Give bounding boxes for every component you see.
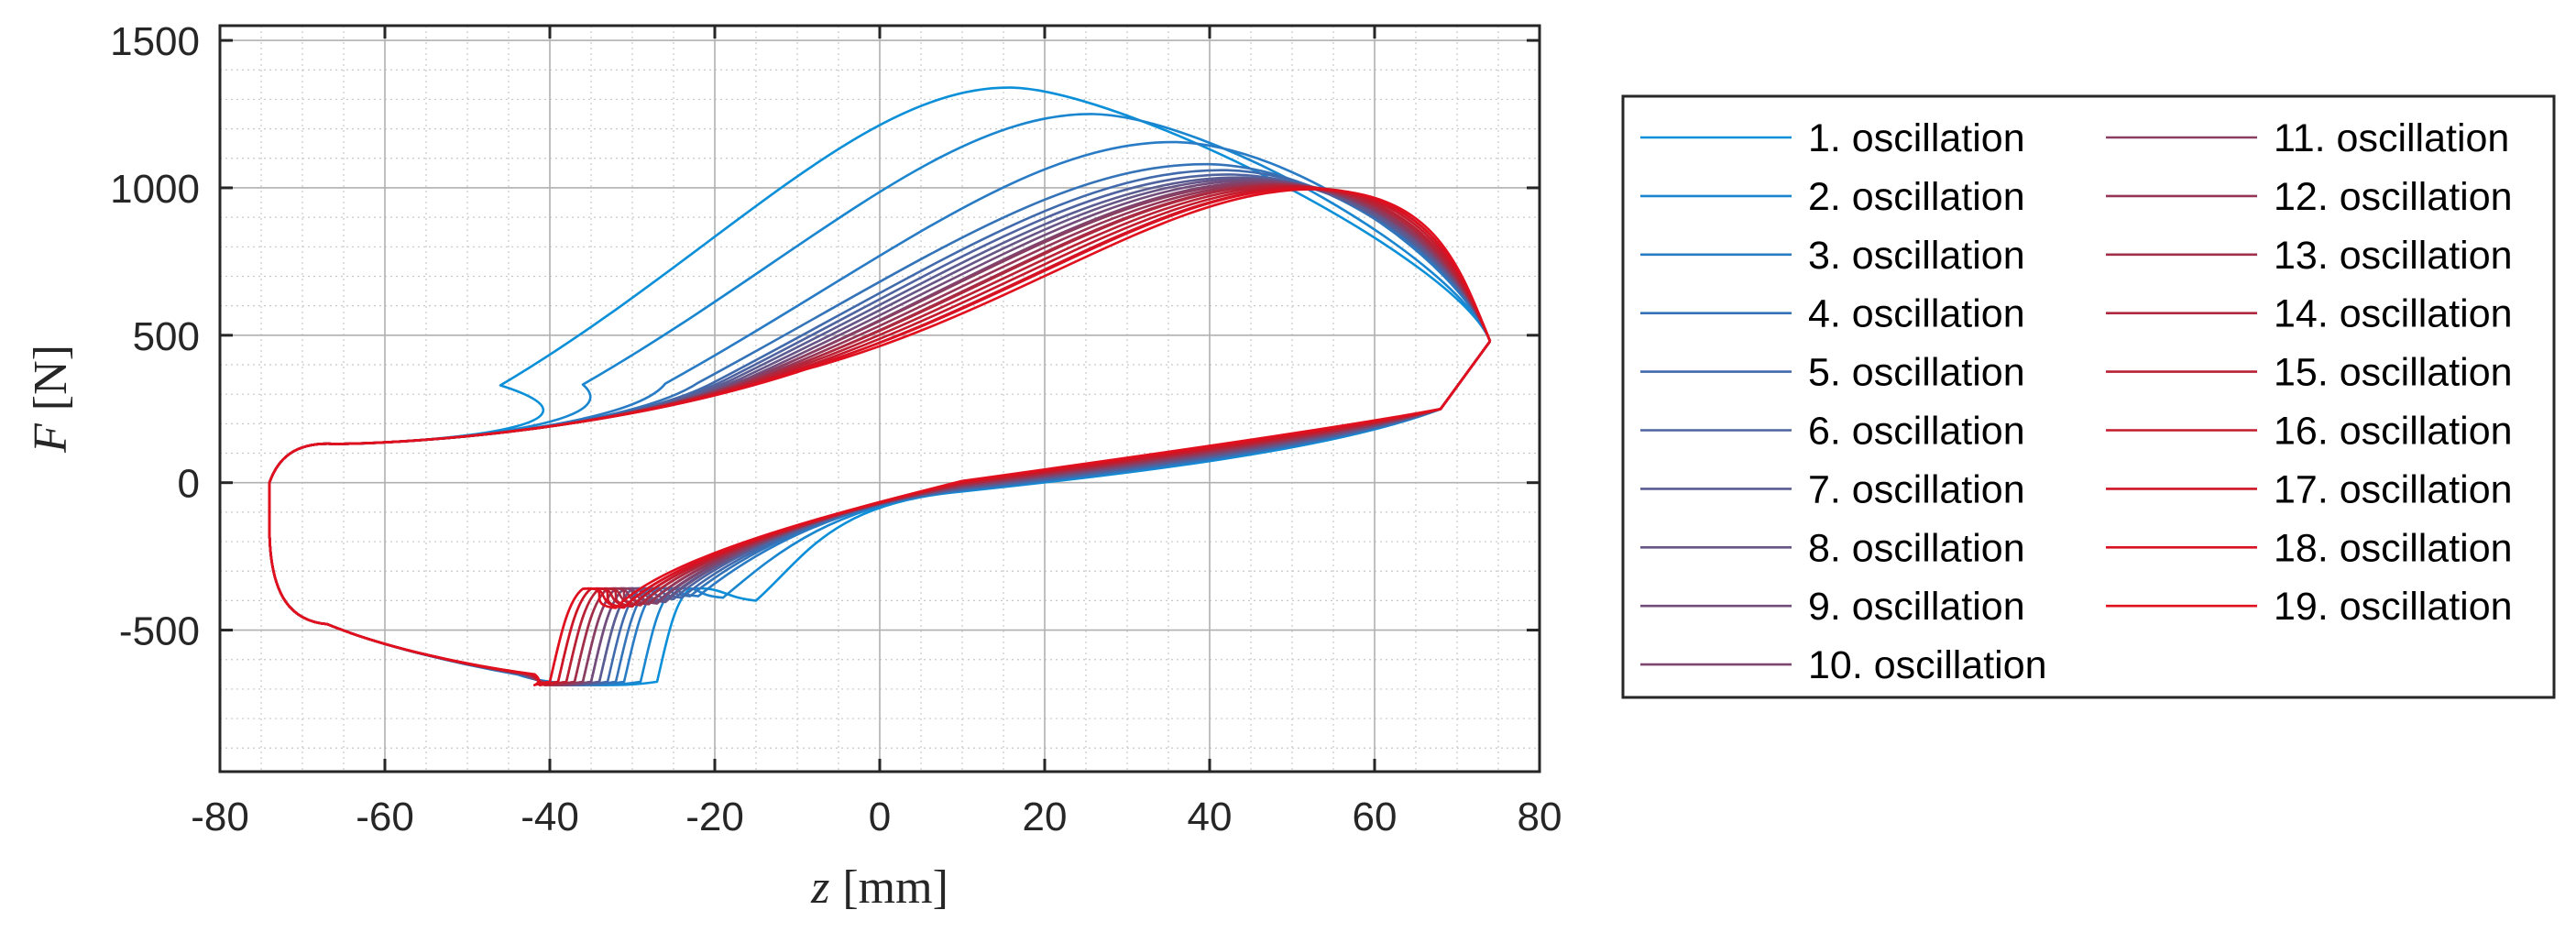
legend-label-15: 15. oscillation: [2274, 351, 2513, 395]
legend-label-5: 5. oscillation: [1808, 351, 2025, 395]
legend-label-18: 18. oscillation: [2274, 526, 2513, 570]
x-tick-label: -20: [685, 795, 744, 839]
y-tick-label: 1000: [110, 167, 200, 212]
x-tick-label: 40: [1188, 795, 1233, 839]
y-tick-label: 1500: [110, 19, 200, 64]
y-tick-label: 500: [133, 314, 200, 359]
plot-area: -80 -60 -40 -20 0 20 40 60 80 -500 0 500 1000 1500: [110, 19, 1562, 839]
x-axis-title: z [mm]: [810, 861, 948, 914]
x-tick-label: 20: [1023, 795, 1068, 839]
legend-label-12: 12. oscillation: [2274, 175, 2513, 219]
legend-label-17: 17. oscillation: [2274, 467, 2513, 511]
y-axis-unit: [N]: [25, 345, 77, 411]
legend-label-11: 11. oscillation: [2274, 116, 2509, 160]
x-axis-ticks: -80 -60 -40 -20 0 20 40 60 80: [191, 26, 1562, 839]
legend-entries: 1. oscillation 2. oscillation 3. oscillati…: [1640, 116, 2513, 687]
legend-label-8: 8. oscillation: [1808, 526, 2025, 570]
y-axis-title: F [N]: [25, 345, 77, 454]
series-line-19: [268, 188, 1492, 686]
y-tick-label: -500: [119, 609, 200, 654]
legend-label-14: 14. oscillation: [2274, 292, 2513, 336]
legend-label-7: 7. oscillation: [1808, 467, 2025, 511]
x-tick-label: -60: [356, 795, 414, 839]
legend-label-10: 10. oscillation: [1808, 643, 2047, 687]
legend-label-2: 2. oscillation: [1808, 175, 2025, 219]
legend: 1. oscillation 2. oscillation 3. oscillati…: [1621, 94, 2556, 699]
y-axis-variable: F: [25, 422, 77, 454]
legend-label-9: 9. oscillation: [1808, 585, 2025, 629]
legend-label-19: 19. oscillation: [2274, 585, 2513, 629]
x-tick-label: 80: [1518, 795, 1562, 839]
x-tick-label: -80: [191, 795, 249, 839]
x-axis-variable: z: [810, 861, 829, 914]
y-axis-ticks: -500 0 500 1000 1500: [110, 19, 1540, 654]
legend-label-16: 16. oscillation: [2274, 410, 2513, 454]
legend-label-3: 3. oscillation: [1808, 234, 2025, 278]
x-tick-label: 60: [1353, 795, 1398, 839]
legend-label-1: 1. oscillation: [1808, 116, 2025, 160]
x-axis-unit: [mm]: [842, 861, 948, 914]
legend-label-6: 6. oscillation: [1808, 410, 2025, 454]
legend-label-4: 4. oscillation: [1808, 292, 2025, 336]
y-tick-label: 0: [178, 462, 200, 507]
series-lines: [268, 86, 1492, 686]
x-tick-label: -40: [521, 795, 579, 839]
x-tick-label: 0: [869, 795, 891, 839]
legend-label-13: 13. oscillation: [2274, 234, 2513, 278]
